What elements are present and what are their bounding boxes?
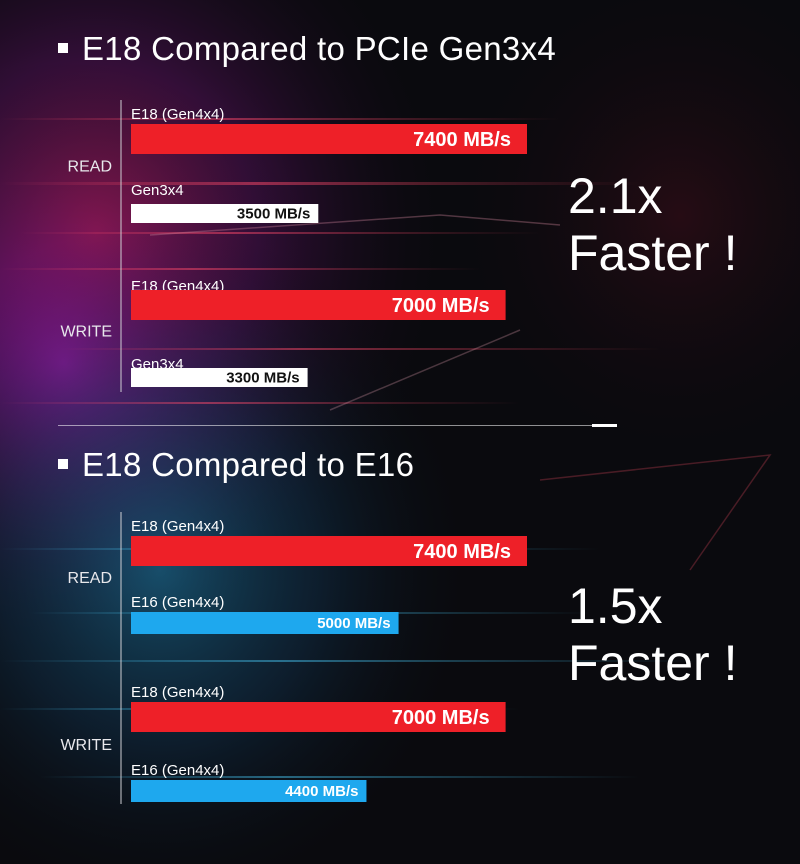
bar-read-e18	[131, 124, 527, 154]
bar-read-compare	[131, 612, 399, 634]
value-label: 7000 MB/s	[392, 707, 490, 729]
speedup-word: Faster !	[568, 225, 738, 281]
value-label: 4400 MB/s	[285, 783, 358, 800]
speedup-value: 2.1x	[568, 168, 663, 224]
speedup-callout-gen3: 2.1x Faster !	[568, 168, 737, 282]
speedup-callout-e16: 1.5x Faster !	[568, 578, 737, 692]
chart-e18-vs-gen3: READ E18 (Gen4x4) 7400 MB/s Gen3x4 3500 MB/s…	[60, 100, 527, 392]
value-label: 7400 MB/s	[413, 129, 511, 151]
group-label-write: WRITE	[60, 324, 112, 341]
value-label: 3300 MB/s	[226, 370, 299, 387]
value-label: 7000 MB/s	[392, 295, 490, 317]
series-label: E18 (Gen4x4)	[131, 106, 224, 123]
bar-write-compare	[131, 780, 367, 802]
series-label: Gen3x4	[131, 182, 184, 199]
value-label: 3500 MB/s	[237, 206, 310, 223]
bar-write-compare	[131, 368, 308, 387]
series-label: E18 (Gen4x4)	[131, 518, 224, 535]
group-label-read: READ	[68, 570, 112, 587]
speedup-word: Faster !	[568, 635, 738, 691]
group-label-write: WRITE	[60, 737, 112, 754]
bullet-icon	[58, 459, 68, 470]
divider-accent	[592, 424, 617, 427]
section-title-text: E18 Compared to PCIe Gen3x4	[82, 30, 557, 67]
group-label-read: READ	[68, 159, 112, 176]
series-label: E16 (Gen4x4)	[131, 594, 224, 611]
series-label: E16 (Gen4x4)	[131, 762, 224, 779]
bar-write-e18	[131, 702, 506, 732]
value-label: 7400 MB/s	[413, 541, 511, 563]
value-label: 5000 MB/s	[317, 615, 390, 632]
bullet-icon	[58, 43, 68, 54]
chart-e18-vs-e16: READ E18 (Gen4x4) 7400 MB/s E16 (Gen4x4) 500…	[60, 512, 527, 804]
speedup-value: 1.5x	[568, 578, 663, 634]
section-title-text: E18 Compared to E16	[82, 446, 415, 483]
bar-write-e18	[131, 290, 506, 320]
bar-read-compare	[131, 204, 319, 223]
section-divider	[58, 425, 598, 426]
section-title-e16: E18 Compared to E16	[58, 446, 414, 484]
section-title-gen3: E18 Compared to PCIe Gen3x4	[58, 30, 556, 68]
series-label: E18 (Gen4x4)	[131, 684, 224, 701]
bar-read-e18	[131, 536, 527, 566]
